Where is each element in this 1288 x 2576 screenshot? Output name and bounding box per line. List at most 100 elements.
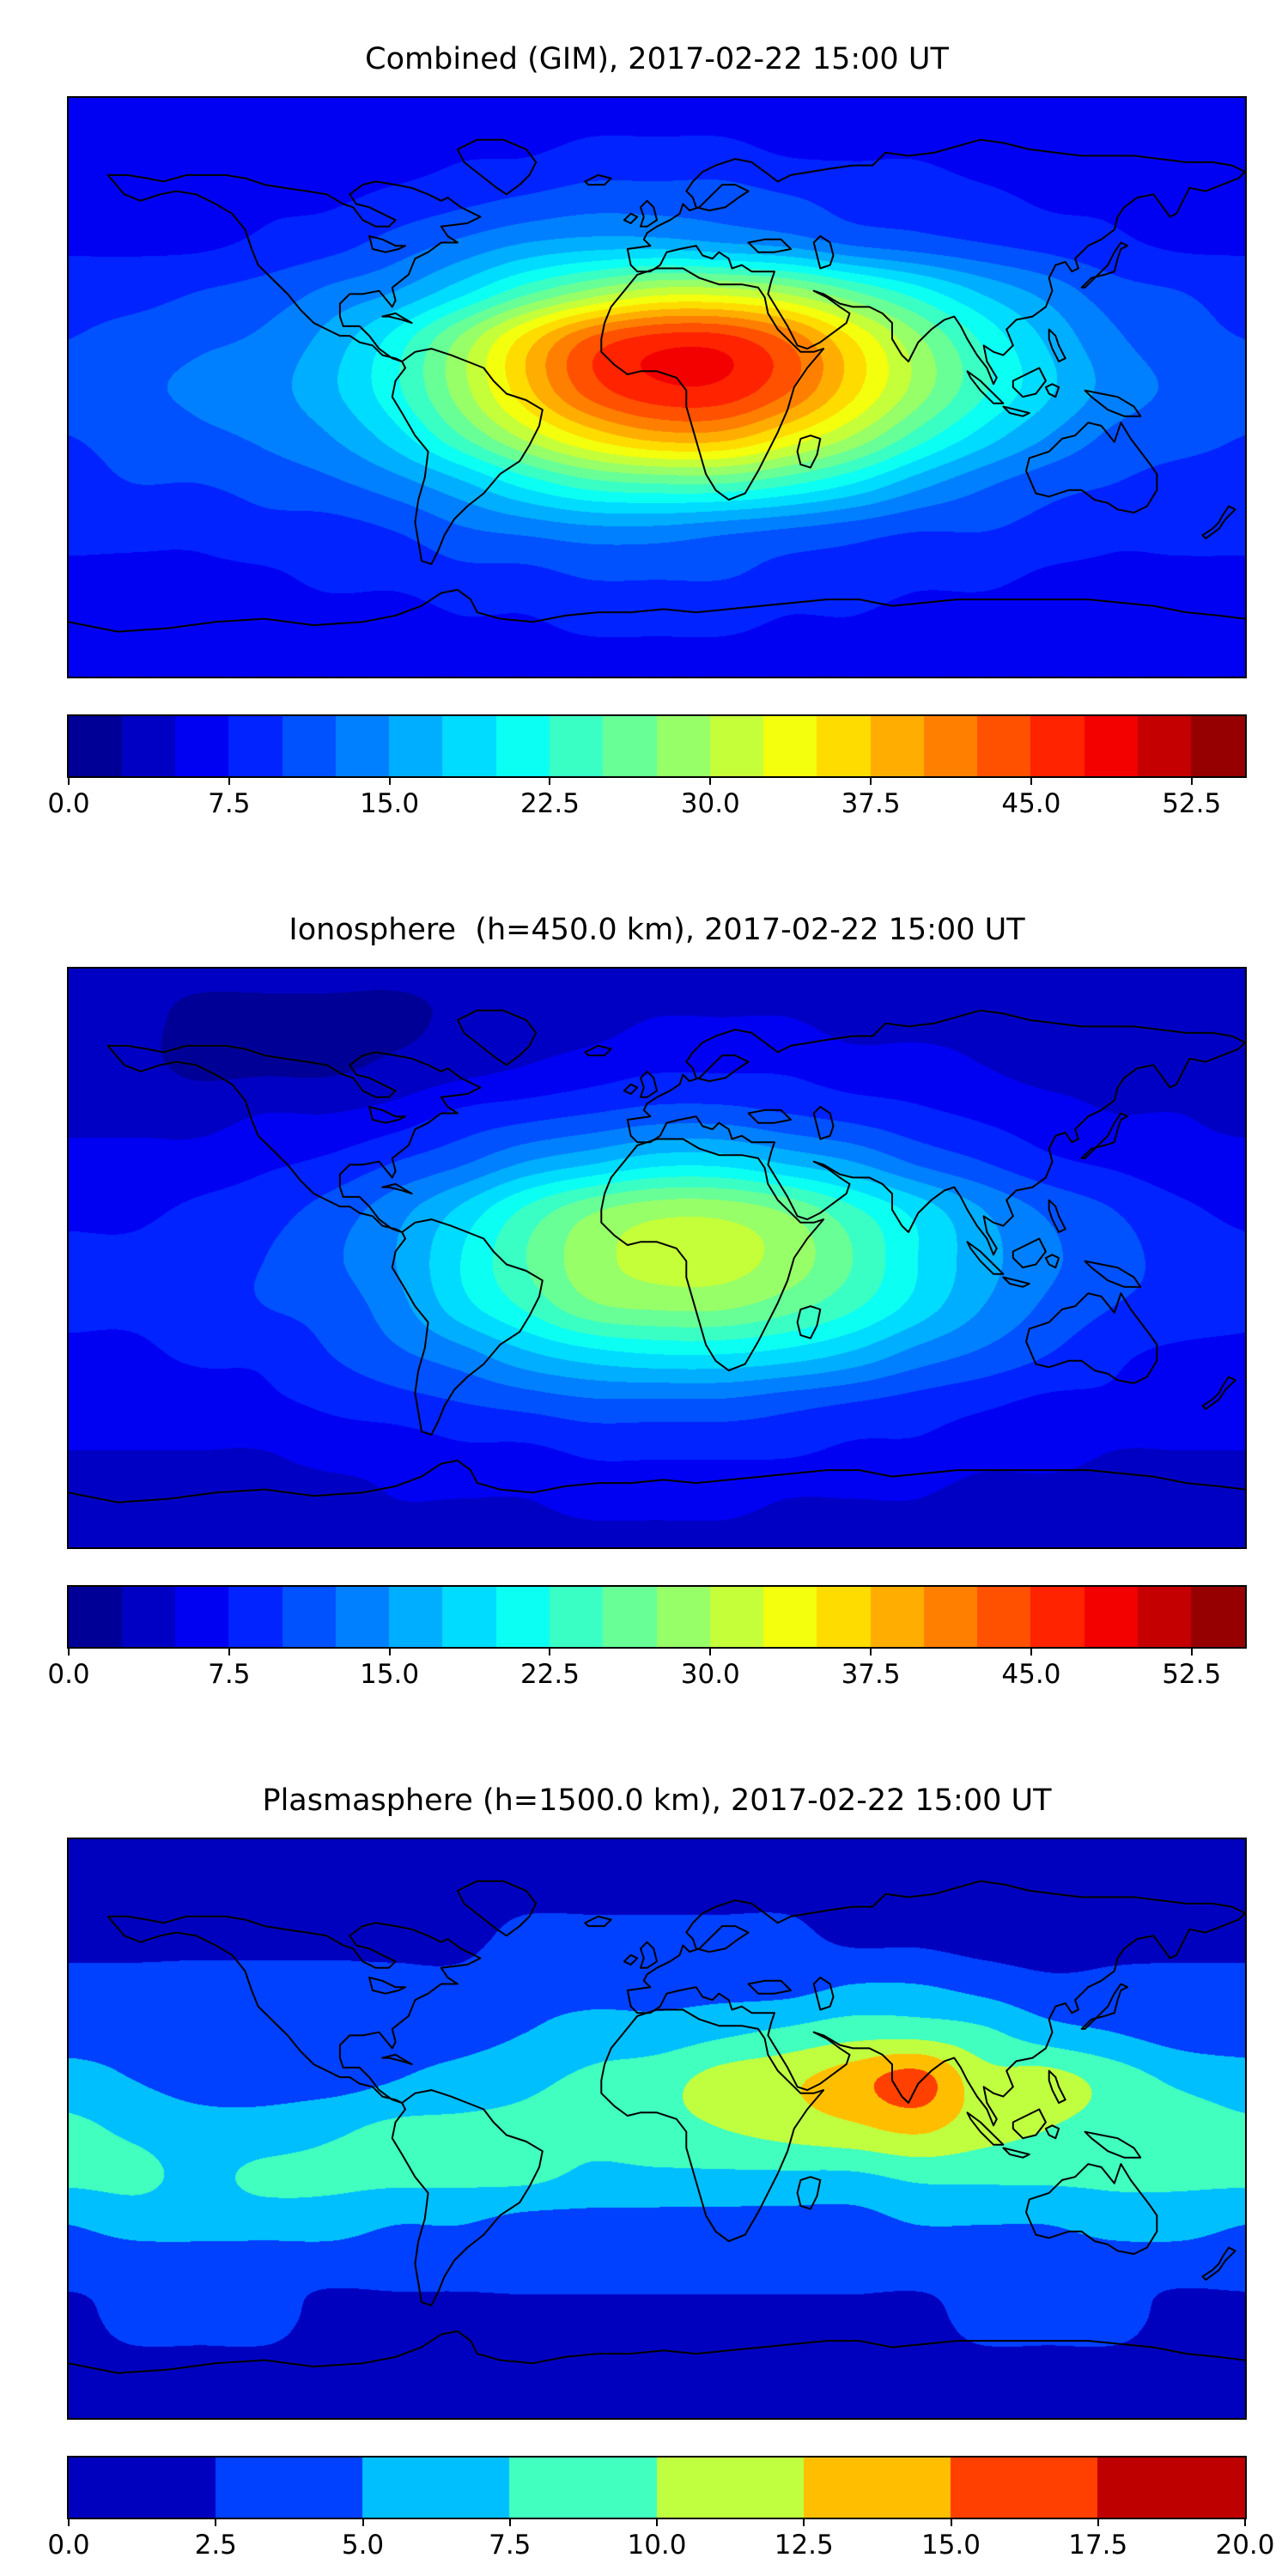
colorbar-tick-label: 15.0 (920, 2530, 981, 2561)
colorbar-ticks (68, 2519, 1246, 2527)
coastline-madagascar (796, 1305, 822, 1340)
coastline-japan (1080, 1112, 1128, 1159)
coastline-australia (1025, 1292, 1158, 1384)
colorbar-tick-label: 5.0 (341, 2530, 385, 2561)
coastline-java (1002, 1276, 1030, 1288)
coastline-sulawesi (1044, 2124, 1060, 2140)
colorbar-tick (215, 2519, 217, 2526)
colorbar-tick (870, 778, 872, 785)
coastline-greenland (456, 138, 538, 196)
colorbar-tick (388, 778, 391, 785)
coastline-iceland (584, 1044, 612, 1057)
colorbar-tick-label: 15.0 (360, 1659, 420, 1690)
coastline-eurasia (626, 1009, 1245, 1256)
colorbar-tick (388, 1649, 391, 1656)
colorbar-tick-label: 30.0 (680, 1659, 740, 1690)
coastline-north-america (106, 173, 482, 362)
colorbar-tick (1030, 1649, 1032, 1656)
coastline-antarctica (69, 2330, 1245, 2374)
colorbar-tick-label: 0.0 (47, 2530, 90, 2561)
colorbar-tick-label: 22.5 (519, 788, 580, 819)
colorbar-tick-label: 52.5 (1162, 788, 1222, 819)
coastline-cuba (381, 2053, 413, 2066)
colorbar-tick-label: 45.0 (1001, 788, 1061, 819)
colorbar-tick (803, 2519, 805, 2526)
coastline-north-america (106, 1044, 482, 1233)
colorbar-combined: 0.0 7.5 15.0 22.5 30.0 37.5 45.0 52.5 (47, 714, 1247, 826)
colorbar-tick (709, 778, 712, 785)
coastline-borneo (1012, 2108, 1047, 2140)
coastlines-overlay (69, 1009, 1245, 1504)
coastline-sulawesi (1044, 1254, 1060, 1269)
coastline-ireland (623, 1083, 639, 1095)
panel-ionosphere: Ionosphere (h=450.0 km), 2017-02-22 15:0… (0, 912, 1288, 1697)
colorbar-tick (508, 2519, 511, 2526)
colorbar-tick (361, 2519, 364, 2526)
colorbar-tick (68, 778, 70, 785)
colorbar-ticks (68, 778, 1245, 786)
coastline-new-guinea (1084, 389, 1142, 417)
coastline-greenland (456, 1009, 538, 1066)
coastline-new-zealand (1201, 505, 1236, 539)
colorbar-tick (950, 2519, 952, 2526)
coastline-africa (600, 2008, 825, 2243)
panel-plasmasphere: Plasmasphere (h=1500.0 km), 2017-02-22 1… (0, 1783, 1288, 2567)
coastline-sumatra (966, 2111, 1005, 2146)
coastline-greenland (456, 1880, 538, 1937)
colorbar-canvas (67, 2456, 1247, 2519)
colorbar-tick (1190, 778, 1193, 785)
colorbar-tick (709, 1649, 712, 1656)
colorbar-tick-label: 7.5 (208, 1659, 251, 1690)
colorbar-plasmasphere: 0.0 2.5 5.0 7.5 10.0 12.5 15.0 17.5 20.0 (47, 2456, 1275, 2567)
colorbar-tick (228, 1649, 230, 1656)
coastline-black-sea (747, 1979, 792, 1995)
colorbar-tick (870, 1649, 872, 1656)
coastlines-overlay (69, 1880, 1245, 2374)
coastline-borneo (1012, 1237, 1047, 1269)
coastline-australia (1025, 2163, 1158, 2255)
coastline-great-lakes (368, 235, 406, 253)
colorbar-tick-label: 52.5 (1162, 1659, 1222, 1690)
colorbar-tick (1190, 1649, 1193, 1656)
coastline-antarctica (69, 588, 1245, 633)
colorbar-ionosphere: 0.0 7.5 15.0 22.5 30.0 37.5 45.0 52.5 (47, 1585, 1247, 1697)
coastline-great-lakes (368, 1977, 406, 1995)
map-combined (67, 96, 1247, 678)
coastline-africa (600, 267, 825, 501)
coastline-new-guinea (1084, 1260, 1142, 1288)
colorbar-tick-label: 7.5 (208, 788, 251, 819)
coastline-caspian-sea (812, 1977, 835, 2011)
colorbar-tick-label: 7.5 (489, 2530, 532, 2561)
colorbar-tick (68, 2519, 70, 2526)
panel-title-plasmasphere: Plasmasphere (h=1500.0 km), 2017-02-22 1… (262, 1783, 1052, 1818)
coastline-sumatra (966, 370, 1005, 404)
colorbar-tick (1030, 778, 1032, 785)
coastlines-overlay (69, 138, 1245, 633)
coastline-great-lakes (368, 1106, 406, 1124)
coastline-sulawesi (1044, 383, 1060, 398)
colorbar-tick-label: 22.5 (519, 1659, 580, 1690)
panel-title-combined: Combined (GIM), 2017-02-22 15:00 UT (365, 42, 949, 76)
panel-combined-gim: Combined (GIM), 2017-02-22 15:00 UT 0.0 7… (0, 41, 1288, 826)
coastline-caspian-sea (812, 1106, 835, 1140)
coastline-africa (600, 1138, 825, 1372)
coastline-britain (640, 199, 658, 228)
colorbar-tick-label: 17.5 (1068, 2530, 1128, 2561)
colorbar-tick-label: 37.5 (841, 1659, 901, 1690)
colorbar-tick-label: 30.0 (680, 788, 740, 819)
coastline-cuba (381, 1182, 413, 1195)
colorbar-tick (1244, 2519, 1246, 2526)
coastline-new-zealand (1201, 1376, 1236, 1410)
colorbar-labels: 0.0 2.5 5.0 7.5 10.0 12.5 15.0 17.5 20.0 (47, 2530, 1274, 2567)
coastline-south-america (391, 348, 544, 565)
colorbar-tick-label: 0.0 (47, 1659, 90, 1690)
map-plasmasphere (67, 1838, 1247, 2420)
coastline-britain (640, 1070, 658, 1098)
coastline-madagascar (796, 2176, 822, 2210)
coastline-new-zealand (1201, 2246, 1236, 2281)
coastline-iceland (584, 173, 612, 186)
colorbar-tick-label: 15.0 (360, 788, 420, 819)
colorbar-canvas (67, 1585, 1247, 1649)
coastline-borneo (1012, 367, 1047, 398)
